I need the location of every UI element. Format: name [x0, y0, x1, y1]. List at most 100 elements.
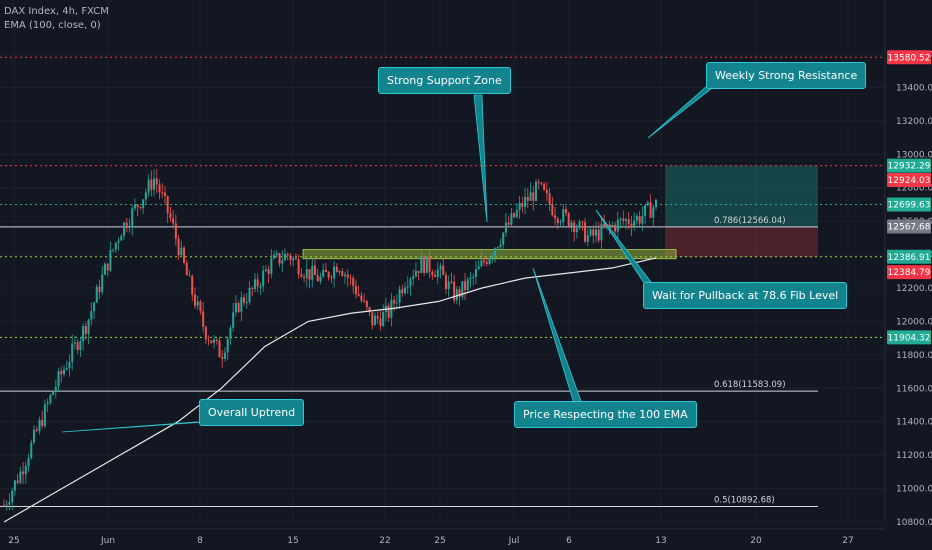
candle-body	[491, 255, 494, 259]
candle-body	[374, 315, 377, 326]
candle-body	[68, 361, 71, 368]
candle-body	[614, 224, 617, 232]
candle-body	[303, 276, 306, 279]
candle-body	[363, 300, 366, 302]
pointer-uptrend	[61, 421, 205, 433]
candle-body	[349, 277, 352, 279]
candle-body	[103, 263, 106, 275]
candle-body	[142, 199, 145, 208]
candle-body	[564, 209, 567, 214]
candle-body	[641, 215, 644, 224]
candle-body	[169, 213, 172, 219]
price-tick-label: 10800.00	[896, 518, 932, 528]
indicator-label[interactable]: EMA (100, close, 0)	[4, 20, 101, 31]
price-tick-label: 11800.00	[896, 351, 932, 361]
candle-body	[5, 504, 8, 506]
candle-body	[262, 270, 265, 287]
candle-body	[379, 318, 382, 326]
price-tag-bg	[887, 197, 931, 212]
chart-grid	[0, 0, 885, 523]
candle-body	[534, 181, 537, 201]
candle-body	[275, 253, 278, 255]
candle-body	[313, 265, 316, 276]
candle-body	[27, 457, 30, 467]
candle-body	[128, 225, 131, 229]
price-tag-label: 12924.03	[888, 176, 931, 186]
candle-body	[575, 228, 578, 233]
candle-body	[556, 218, 559, 223]
candle-body	[185, 262, 188, 276]
price-tick-label: 13400.00	[896, 83, 932, 93]
price-tag-label: 12386.91	[888, 253, 931, 263]
callout-strong-support-zone[interactable]: Strong Support Zone	[378, 67, 511, 94]
candle-body	[188, 275, 191, 277]
candle-body	[172, 218, 175, 224]
candle-body	[360, 295, 363, 301]
callout-overall-uptrend[interactable]: Overall Uptrend	[199, 399, 305, 426]
candle-body	[515, 209, 518, 217]
candle-body	[30, 442, 33, 458]
candle-body	[453, 281, 456, 301]
position-zones	[302, 165, 818, 260]
candle-body	[387, 305, 390, 318]
candle-body	[655, 199, 657, 208]
candle-body	[161, 192, 164, 194]
candle-body	[232, 312, 235, 328]
candle-body	[215, 339, 218, 341]
candle-body	[354, 285, 357, 295]
candle-body	[600, 223, 603, 241]
price-tick-label: 11200.00	[896, 451, 932, 461]
candle-body	[308, 269, 311, 280]
candle-body	[417, 270, 420, 273]
candle-body	[439, 265, 442, 270]
candle-body	[652, 207, 655, 218]
candle-body	[507, 222, 510, 225]
candle-body	[294, 258, 297, 260]
callout-wait-for-pullback[interactable]: Wait for Pullback at 78.6 Fib Level	[643, 282, 848, 309]
candle-body	[494, 248, 497, 256]
time-tick-label: 8	[197, 536, 203, 546]
candle-body	[485, 262, 488, 264]
candle-body	[474, 269, 477, 277]
price-tick-label: 11400.00	[896, 418, 932, 428]
candle-body	[87, 319, 90, 334]
candle-body	[3, 505, 5, 507]
candle-body	[330, 277, 333, 279]
candle-body	[545, 189, 548, 194]
candle-body	[158, 184, 161, 193]
candle-body	[393, 299, 396, 304]
callout-price-respecting-ema[interactable]: Price Respecting the 100 EMA	[514, 401, 697, 428]
candle-body	[548, 193, 551, 205]
candle-body	[136, 204, 139, 208]
candle-body	[63, 369, 66, 375]
price-tick-label: 12200.00	[896, 284, 932, 294]
candle-body	[35, 429, 38, 431]
candle-body	[540, 182, 543, 184]
candle-body	[586, 235, 589, 242]
time-tick-label: Jun	[100, 536, 115, 546]
price-tick-label: 13000.00	[896, 150, 932, 160]
candle-body	[472, 276, 475, 278]
candle-body	[513, 213, 516, 217]
candle-body	[510, 213, 513, 225]
candle-body	[450, 281, 453, 283]
candle-body	[480, 260, 483, 267]
price-tick-label: 13200.00	[896, 117, 932, 127]
candle-body	[65, 367, 68, 370]
candle-body	[8, 502, 11, 505]
candle-body	[93, 302, 96, 312]
candle-body	[73, 342, 76, 344]
time-axis[interactable]: 25 Jun 8 15 22 25 Jul 6 13 20 27	[0, 528, 885, 546]
candle-body	[573, 222, 576, 233]
callout-weekly-strong-resistance[interactable]: Weekly Strong Resistance	[706, 62, 867, 89]
price-tick-label: 12000.00	[896, 317, 932, 327]
time-tick-label: 15	[287, 536, 298, 546]
price-tag-label: 12384.79	[888, 268, 931, 278]
candle-body	[60, 371, 63, 375]
candle-body	[109, 249, 112, 271]
price-tick-label: 12800.00	[896, 184, 932, 194]
price-tick-label: 11600.00	[896, 384, 932, 394]
symbol-label[interactable]: DAX Index, 4h, FXCM	[4, 6, 109, 17]
price-tag-label: 12567.68	[888, 223, 931, 233]
